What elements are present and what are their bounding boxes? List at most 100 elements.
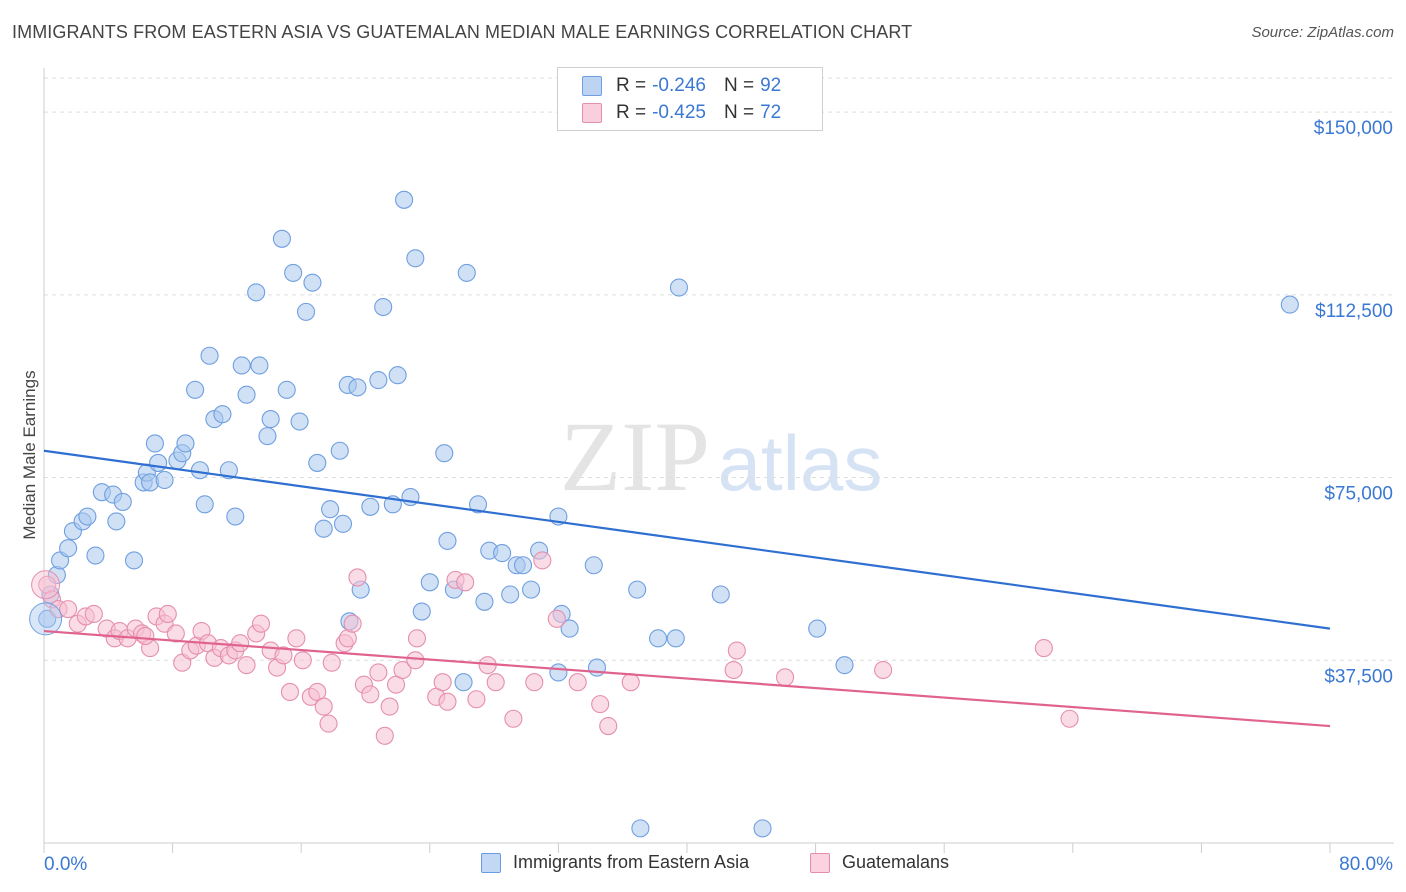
- point-guatemalans: [433, 673, 452, 692]
- point-eastern-asia: [314, 519, 333, 538]
- watermark-atlas: atlas: [718, 419, 883, 507]
- point-eastern-asia: [195, 495, 214, 514]
- r-label: R =: [616, 102, 647, 123]
- point-eastern-asia: [501, 585, 520, 604]
- point-eastern-asia: [587, 658, 607, 677]
- point-eastern-asia: [186, 380, 205, 399]
- r-value: -0.246: [652, 75, 706, 96]
- point-eastern-asia: [145, 434, 164, 453]
- point-eastern-asia: [361, 497, 380, 516]
- point-eastern-asia: [584, 556, 603, 575]
- point-guatemalans: [393, 660, 412, 680]
- point-guatemalans: [361, 685, 380, 704]
- point-guatemalans: [568, 673, 587, 692]
- point-eastern-asia: [219, 461, 238, 480]
- point-guatemalans: [438, 692, 457, 711]
- point-eastern-asia: [272, 229, 291, 248]
- point-guatemalans: [621, 673, 640, 692]
- point-guatemalans: [547, 609, 566, 628]
- point-eastern-asia: [237, 385, 256, 404]
- point-eastern-asia: [86, 546, 105, 565]
- pink-swatch: [810, 852, 830, 873]
- point-eastern-asia: [59, 539, 78, 558]
- point-eastern-asia: [560, 619, 579, 638]
- point-guatemalans: [287, 629, 306, 648]
- point-eastern-asia: [649, 629, 668, 648]
- r-value: -0.425: [652, 102, 706, 123]
- point-eastern-asia: [435, 444, 454, 463]
- point-eastern-asia: [176, 434, 195, 453]
- point-eastern-asia: [277, 380, 296, 399]
- point-eastern-asia: [247, 283, 266, 302]
- point-eastern-asia: [78, 507, 97, 526]
- point-eastern-asia: [669, 278, 689, 297]
- point-eastern-asia: [549, 663, 568, 682]
- series-legend: Immigrants from Eastern Asia Guatemalans: [0, 852, 1406, 878]
- point-eastern-asia: [457, 263, 476, 282]
- point-guatemalans: [727, 641, 746, 660]
- point-eastern-asia: [711, 585, 730, 604]
- point-eastern-asia: [666, 629, 685, 648]
- point-eastern-asia: [1280, 295, 1299, 314]
- point-eastern-asia: [438, 531, 457, 550]
- point-eastern-asia: [258, 427, 277, 446]
- point-eastern-asia: [330, 441, 349, 460]
- r-label: R =: [616, 75, 647, 96]
- point-guatemalans: [348, 568, 367, 587]
- trend-line-guatemalans: [43, 629, 1331, 728]
- point-guatemalans: [1034, 639, 1053, 658]
- point-eastern-asia: [374, 297, 393, 317]
- point-eastern-asia: [493, 544, 512, 563]
- legend-label: Guatemalans: [842, 852, 950, 872]
- x-tick-label-max: 80.0%: [1339, 854, 1393, 875]
- point-guatemalans: [456, 573, 475, 592]
- point-eastern-asia: [395, 190, 414, 209]
- point-eastern-asia: [475, 592, 494, 611]
- point-guatemalans: [231, 634, 250, 653]
- point-eastern-asia: [321, 500, 340, 519]
- point-eastern-asia: [250, 356, 269, 375]
- legend-label: Immigrants from Eastern Asia: [513, 852, 750, 872]
- point-guatemalans: [343, 614, 362, 633]
- point-guatemalans: [136, 626, 155, 645]
- point-eastern-asia: [226, 507, 245, 526]
- point-guatemalans: [533, 551, 552, 570]
- point-eastern-asia: [454, 673, 473, 692]
- point-guatemalans: [237, 656, 256, 675]
- point-guatemalans: [322, 653, 341, 672]
- watermark-zip: ZIP: [560, 401, 710, 512]
- point-eastern-asia: [261, 410, 280, 429]
- legend-row-pink: R = -0.425 N = 72: [582, 100, 781, 126]
- point-eastern-asia: [835, 656, 854, 675]
- point-eastern-asia: [190, 461, 209, 480]
- point-eastern-asia: [107, 512, 126, 531]
- point-eastern-asia: [296, 302, 316, 321]
- point-eastern-asia: [290, 412, 309, 431]
- point-eastern-asia: [628, 580, 647, 599]
- point-guatemalans: [251, 614, 271, 633]
- point-guatemalans: [369, 663, 388, 682]
- point-eastern-asia: [348, 378, 367, 397]
- point-eastern-asia: [213, 405, 232, 424]
- y-tick-label: $75,000: [1324, 484, 1393, 505]
- point-guatemalans: [525, 673, 544, 692]
- point-guatemalans: [599, 717, 618, 736]
- point-eastern-asia: [522, 580, 541, 599]
- point-eastern-asia: [388, 366, 407, 385]
- point-eastern-asia: [753, 819, 772, 838]
- point-guatemalans: [776, 668, 795, 687]
- point-eastern-asia: [513, 556, 533, 575]
- point-guatemalans: [84, 604, 103, 624]
- point-eastern-asia: [303, 273, 322, 292]
- legend-item-guatemalans[interactable]: Guatemalans: [810, 852, 949, 873]
- correlation-legend: R = -0.246 N = 92 R = -0.425 N = 72: [557, 67, 823, 131]
- point-eastern-asia: [308, 453, 327, 472]
- legend-item-eastern-asia[interactable]: Immigrants from Eastern Asia: [481, 852, 749, 873]
- point-guatemalans: [486, 673, 505, 692]
- point-eastern-asia: [149, 453, 168, 472]
- point-guatemalans: [406, 651, 425, 670]
- point-eastern-asia: [200, 346, 219, 365]
- point-eastern-asia: [232, 356, 251, 375]
- y-tick-label: $37,500: [1324, 666, 1393, 687]
